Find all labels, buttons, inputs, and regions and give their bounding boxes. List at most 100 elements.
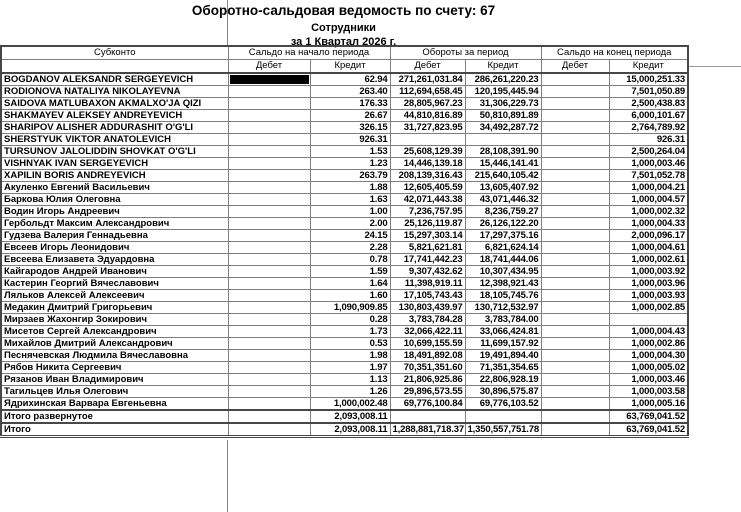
amount-cell[interactable]: 1.23: [309, 157, 391, 170]
subconto-cell[interactable]: Ляльков Алексей Алексеевич: [0, 289, 229, 302]
subconto-cell[interactable]: TURSUNOV JALOLIDDIN SHOVKAT O'G'LI: [0, 145, 229, 158]
subconto-cell[interactable]: Водин Игорь Андреевич: [0, 205, 229, 218]
amount-cell[interactable]: 1.59: [309, 265, 391, 278]
amount-cell[interactable]: [464, 133, 542, 146]
amount-cell[interactable]: [540, 253, 610, 266]
amount-cell[interactable]: [227, 277, 311, 290]
amount-cell[interactable]: 18,491,892.08: [389, 349, 466, 362]
amount-cell[interactable]: 12,398,921.43: [464, 277, 542, 290]
amount-cell[interactable]: 10,307,434.95: [464, 265, 542, 278]
subconto-cell[interactable]: Михайлов Дмитрий Александрович: [0, 337, 229, 350]
amount-cell[interactable]: [540, 301, 610, 314]
amount-cell[interactable]: 17,105,743.43: [389, 289, 466, 302]
amount-cell[interactable]: 1.97: [309, 361, 391, 374]
amount-cell[interactable]: [464, 409, 542, 424]
amount-cell[interactable]: [540, 289, 610, 302]
amount-cell[interactable]: 1,000,002.48: [309, 397, 391, 411]
amount-cell[interactable]: [540, 72, 610, 86]
amount-cell[interactable]: [540, 277, 610, 290]
amount-cell[interactable]: [540, 325, 610, 338]
amount-cell[interactable]: 6,000,101.67: [608, 109, 689, 122]
amount-cell[interactable]: 11,398,919.11: [389, 277, 466, 290]
subconto-cell[interactable]: Гербольдт Максим Александрович: [0, 217, 229, 230]
amount-cell[interactable]: [540, 121, 610, 134]
amount-cell[interactable]: 17,297,375.16: [464, 229, 542, 242]
amount-cell[interactable]: [227, 289, 311, 302]
amount-cell[interactable]: [540, 157, 610, 170]
subconto-cell[interactable]: SHARIPOV ALISHER ADDURASHIT O'G'LI: [0, 121, 229, 134]
subconto-cell[interactable]: Итого развернутое: [0, 409, 229, 424]
amount-cell[interactable]: 11,699,157.92: [464, 337, 542, 350]
subconto-cell[interactable]: VISHNYAK IVAN SERGEYEVICH: [0, 157, 229, 170]
amount-cell[interactable]: [227, 301, 311, 314]
amount-cell[interactable]: [227, 157, 311, 170]
amount-cell[interactable]: 10,699,155.59: [389, 337, 466, 350]
amount-cell[interactable]: [540, 361, 610, 374]
amount-cell[interactable]: 1.64: [309, 277, 391, 290]
amount-cell[interactable]: 208,139,316.43: [389, 169, 466, 182]
amount-cell[interactable]: [227, 253, 311, 266]
amount-cell[interactable]: 8,236,759.27: [464, 205, 542, 218]
amount-cell[interactable]: [227, 385, 311, 398]
amount-cell[interactable]: 0.78: [309, 253, 391, 266]
amount-cell[interactable]: 0.28: [309, 313, 391, 326]
amount-cell[interactable]: 50,810,891.89: [464, 109, 542, 122]
amount-cell[interactable]: 3,783,784.28: [389, 313, 466, 326]
amount-cell[interactable]: [540, 205, 610, 218]
subconto-cell[interactable]: SHAKMAYEV ALEKSEY ANDREYEVICH: [0, 109, 229, 122]
amount-cell[interactable]: 286,261,220.23: [464, 72, 542, 86]
subconto-cell[interactable]: SAIDOVA MATLUBAXON AKMALXO'JA QIZI: [0, 97, 229, 110]
amount-cell[interactable]: 1.60: [309, 289, 391, 302]
amount-cell[interactable]: 30,896,575.87: [464, 385, 542, 398]
amount-cell[interactable]: 12,605,405.59: [389, 181, 466, 194]
amount-cell[interactable]: [540, 85, 610, 98]
amount-cell[interactable]: 25,608,129.39: [389, 145, 466, 158]
amount-cell[interactable]: 1,000,005.16: [608, 397, 689, 411]
amount-cell[interactable]: 31,727,823.95: [389, 121, 466, 134]
amount-cell[interactable]: 176.33: [309, 97, 391, 110]
subconto-cell[interactable]: Мирзаев Жахонгир Зокирович: [0, 313, 229, 326]
amount-cell[interactable]: [540, 193, 610, 206]
amount-cell[interactable]: 1,000,003.92: [608, 265, 689, 278]
amount-cell[interactable]: 21,806,925.86: [389, 373, 466, 386]
amount-cell[interactable]: 1,000,003.46: [608, 373, 689, 386]
amount-cell[interactable]: 1.00: [309, 205, 391, 218]
amount-cell[interactable]: 19,491,894.40: [464, 349, 542, 362]
amount-cell[interactable]: 28,108,391.90: [464, 145, 542, 158]
subconto-cell[interactable]: Тагильцев Илья Олегович: [0, 385, 229, 398]
amount-cell[interactable]: [227, 409, 311, 424]
amount-cell[interactable]: 26.67: [309, 109, 391, 122]
amount-cell[interactable]: 13,605,407.92: [464, 181, 542, 194]
amount-cell[interactable]: [227, 193, 311, 206]
amount-cell[interactable]: 7,501,050.89: [608, 85, 689, 98]
amount-cell[interactable]: 3,783,784.00: [464, 313, 542, 326]
subconto-cell[interactable]: Рябов Никита Сергеевич: [0, 361, 229, 374]
amount-cell[interactable]: 1.73: [309, 325, 391, 338]
amount-cell[interactable]: 63,769,041.52: [608, 409, 689, 424]
subconto-cell[interactable]: Евсеев Игорь Леонидович: [0, 241, 229, 254]
subconto-cell[interactable]: Кайгародов Андрей Иванович: [0, 265, 229, 278]
amount-cell[interactable]: 15,446,141.41: [464, 157, 542, 170]
amount-cell[interactable]: 1,000,003.96: [608, 277, 689, 290]
amount-cell[interactable]: 69,776,100.84: [389, 397, 466, 411]
amount-cell[interactable]: 2,500,438.83: [608, 97, 689, 110]
amount-cell[interactable]: [540, 349, 610, 362]
amount-cell[interactable]: 1.53: [309, 145, 391, 158]
subconto-cell[interactable]: Ядрихинская Варвара Евгеньевна: [0, 397, 229, 411]
amount-cell[interactable]: 5,821,621.81: [389, 241, 466, 254]
amount-cell[interactable]: 263.40: [309, 85, 391, 98]
amount-cell[interactable]: 15,000,251.33: [608, 72, 689, 86]
amount-cell[interactable]: 1,000,002.32: [608, 205, 689, 218]
amount-cell[interactable]: [227, 422, 311, 437]
amount-cell[interactable]: 43,071,446.32: [464, 193, 542, 206]
amount-cell[interactable]: 1,288,881,718.37: [389, 422, 466, 437]
amount-cell[interactable]: 70,351,351.60: [389, 361, 466, 374]
subconto-cell[interactable]: Гудзева Валерия Геннадьевна: [0, 229, 229, 242]
amount-cell[interactable]: 33,066,424.81: [464, 325, 542, 338]
amount-cell[interactable]: 1.13: [309, 373, 391, 386]
amount-cell[interactable]: 1,000,005.02: [608, 361, 689, 374]
amount-cell[interactable]: [227, 349, 311, 362]
amount-cell[interactable]: [540, 229, 610, 242]
amount-cell[interactable]: [540, 241, 610, 254]
amount-cell[interactable]: 0.53: [309, 337, 391, 350]
